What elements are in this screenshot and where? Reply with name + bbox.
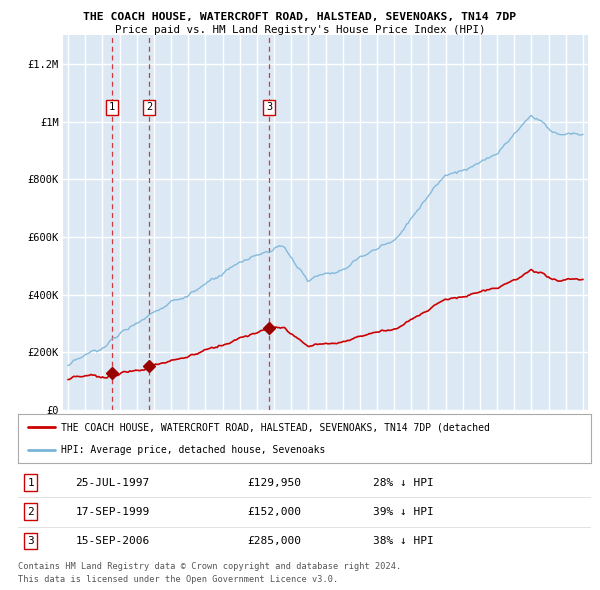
Text: 15-SEP-2006: 15-SEP-2006: [76, 536, 149, 546]
Text: Contains HM Land Registry data © Crown copyright and database right 2024.: Contains HM Land Registry data © Crown c…: [18, 562, 401, 571]
Text: 3: 3: [266, 103, 272, 113]
Text: THE COACH HOUSE, WATERCROFT ROAD, HALSTEAD, SEVENOAKS, TN14 7DP (detached: THE COACH HOUSE, WATERCROFT ROAD, HALSTE…: [61, 422, 490, 432]
Text: 1: 1: [109, 103, 115, 113]
Text: Price paid vs. HM Land Registry's House Price Index (HPI): Price paid vs. HM Land Registry's House …: [115, 25, 485, 35]
Text: THE COACH HOUSE, WATERCROFT ROAD, HALSTEAD, SEVENOAKS, TN14 7DP: THE COACH HOUSE, WATERCROFT ROAD, HALSTE…: [83, 12, 517, 22]
Text: 3: 3: [27, 536, 34, 546]
Text: 39% ↓ HPI: 39% ↓ HPI: [373, 507, 434, 517]
Text: 2: 2: [27, 507, 34, 517]
Text: HPI: Average price, detached house, Sevenoaks: HPI: Average price, detached house, Seve…: [61, 445, 325, 455]
Text: 25-JUL-1997: 25-JUL-1997: [76, 477, 149, 487]
Text: 1: 1: [27, 477, 34, 487]
Text: 38% ↓ HPI: 38% ↓ HPI: [373, 536, 434, 546]
Text: 2: 2: [146, 103, 152, 113]
Text: £152,000: £152,000: [247, 507, 301, 517]
Text: £285,000: £285,000: [247, 536, 301, 546]
Text: 28% ↓ HPI: 28% ↓ HPI: [373, 477, 434, 487]
Text: £129,950: £129,950: [247, 477, 301, 487]
Text: This data is licensed under the Open Government Licence v3.0.: This data is licensed under the Open Gov…: [18, 575, 338, 584]
Text: 17-SEP-1999: 17-SEP-1999: [76, 507, 149, 517]
